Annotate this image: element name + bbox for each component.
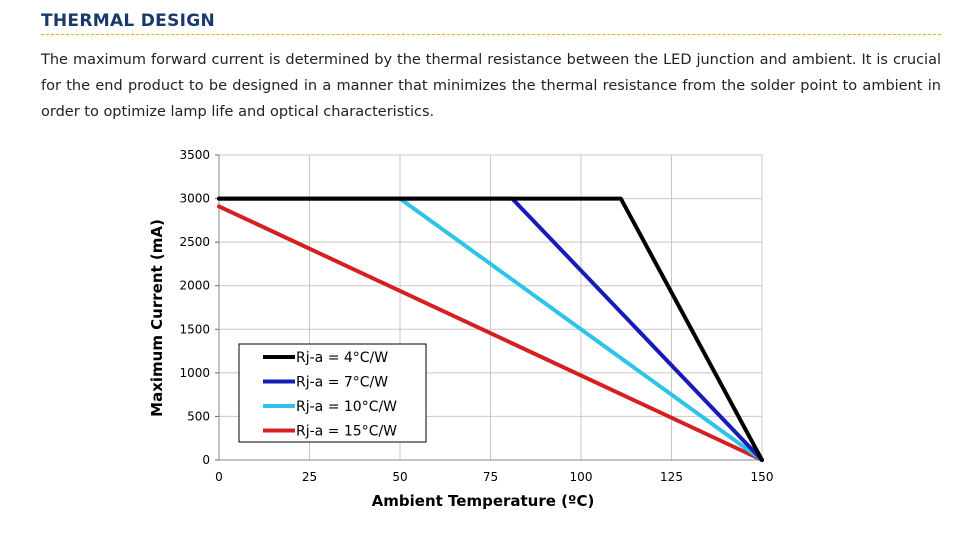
intro-paragraph: The maximum forward current is determine…	[41, 52, 941, 120]
series-line	[217, 204, 764, 462]
y-tick-label: 2500	[179, 235, 210, 249]
legend-entry: Rj-a = 10°C/W	[296, 399, 397, 415]
y-tick-label: 3500	[179, 148, 210, 162]
y-tick-label: 0	[202, 453, 210, 467]
x-tick-label: 100	[570, 470, 593, 484]
x-axis-label: Ambient Temperature (ºC)	[372, 492, 595, 510]
legend-box	[238, 343, 427, 443]
legend-entry: Rj-a = 4°C/W	[296, 350, 388, 366]
legend: Rj-a = 4°C/W Rj-a = 7°C/W Rj-a = 10°C/W Rj-…	[238, 343, 427, 443]
y-axis-label: Maximum Current (mA)	[148, 219, 166, 417]
x-tick-label: 125	[660, 470, 683, 484]
x-tick-label: 0	[215, 470, 223, 484]
section-title: THERMAL DESIGN	[41, 11, 216, 31]
series-line	[217, 196, 764, 462]
y-tick-label: 2000	[179, 279, 210, 293]
series-lines	[217, 196, 764, 462]
title-divider	[41, 34, 941, 35]
y-tick-label: 3000	[179, 192, 210, 206]
y-tick-label: 1500	[179, 322, 210, 336]
axis-ticks: 0 25 50 75 100 125 150050010001500200025003000…	[179, 148, 773, 484]
x-tick-label: 150	[751, 470, 774, 484]
legend-entry: Rj-a = 7°C/W	[296, 375, 388, 391]
y-tick-label: 1000	[179, 366, 210, 380]
x-tick-label: 75	[483, 470, 498, 484]
y-tick-label: 500	[187, 409, 210, 423]
x-tick-label: 25	[302, 470, 317, 484]
x-tick-label: 50	[392, 470, 407, 484]
legend-entry: Rj-a = 15°C/W	[296, 424, 397, 440]
